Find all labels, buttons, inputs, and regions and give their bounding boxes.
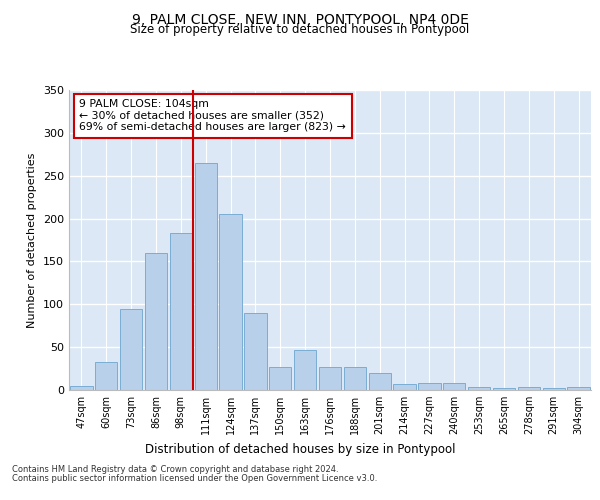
Text: Contains public sector information licensed under the Open Government Licence v3: Contains public sector information licen… — [12, 474, 377, 483]
Bar — [368, 373, 391, 390]
Bar — [493, 388, 515, 390]
Bar — [244, 313, 266, 390]
Bar — [269, 367, 292, 390]
Text: 9 PALM CLOSE: 104sqm
← 30% of detached houses are smaller (352)
69% of semi-deta: 9 PALM CLOSE: 104sqm ← 30% of detached h… — [79, 99, 346, 132]
Y-axis label: Number of detached properties: Number of detached properties — [28, 152, 37, 328]
Text: Size of property relative to detached houses in Pontypool: Size of property relative to detached ho… — [130, 22, 470, 36]
Bar — [394, 384, 416, 390]
Bar — [294, 350, 316, 390]
Bar — [70, 386, 92, 390]
Bar — [120, 308, 142, 390]
Bar — [542, 388, 565, 390]
Bar — [518, 386, 540, 390]
Bar — [443, 383, 466, 390]
Text: Contains HM Land Registry data © Crown copyright and database right 2024.: Contains HM Land Registry data © Crown c… — [12, 466, 338, 474]
Text: 9, PALM CLOSE, NEW INN, PONTYPOOL, NP4 0DE: 9, PALM CLOSE, NEW INN, PONTYPOOL, NP4 0… — [131, 12, 469, 26]
Bar — [344, 367, 366, 390]
Bar — [319, 367, 341, 390]
Bar — [95, 362, 118, 390]
Bar — [468, 388, 490, 390]
Bar — [194, 163, 217, 390]
Bar — [220, 214, 242, 390]
Bar — [568, 388, 590, 390]
Bar — [145, 253, 167, 390]
Bar — [418, 383, 440, 390]
Bar — [170, 233, 192, 390]
Text: Distribution of detached houses by size in Pontypool: Distribution of detached houses by size … — [145, 442, 455, 456]
